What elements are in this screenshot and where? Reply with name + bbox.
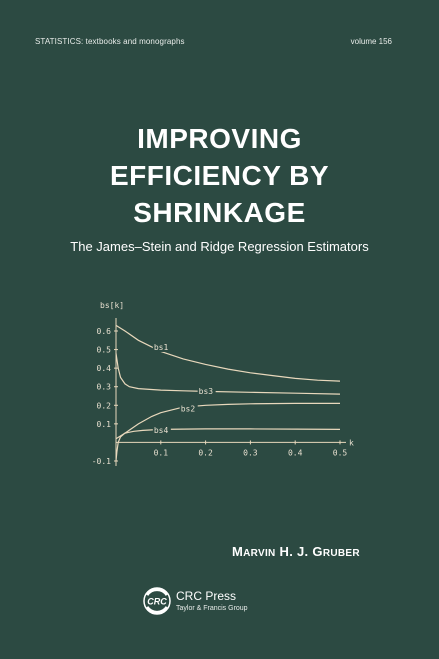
x-axis-label: k — [349, 438, 354, 447]
series-line: STATISTICS: textbooks and monographs — [35, 37, 185, 46]
chart-labels: bs[k] k 0.1 0.2 0.3 0.4 0.5 0.6 0.5 0.4 0.3 0.2 0.1 -… — [92, 301, 354, 466]
author-first-initial: M — [232, 544, 244, 559]
series-label-bs4: bs4 — [154, 426, 169, 435]
y-tick-label: 0.1 — [97, 420, 112, 429]
series-line-bs3 — [115, 353, 341, 395]
series-label-bg — [152, 342, 171, 352]
series-label-bg — [152, 425, 171, 435]
title-line-3: SHRINKAGE — [133, 197, 306, 228]
author-first-rest: ARVIN — [243, 548, 276, 559]
y-tick-label: 0.4 — [97, 364, 112, 373]
series-label-bs3: bs3 — [199, 387, 214, 396]
x-tick-label: 0.1 — [154, 448, 169, 457]
series-label-bs1: bs1 — [154, 343, 169, 352]
crc-logo-icon: CRC — [143, 587, 171, 615]
x-tick-label: 0.3 — [243, 448, 258, 457]
y-tick-label: -0.1 — [92, 457, 111, 466]
author-middle: H. J. — [279, 544, 309, 559]
publisher-group: Taylor & Francis Group — [176, 605, 248, 612]
title-line-1: IMPROVING — [137, 123, 302, 154]
y-axis-label: bs[k] — [100, 301, 124, 310]
series-label-bs2: bs2 — [181, 404, 196, 413]
series-line-bs1 — [115, 324, 341, 382]
x-tick-label: 0.2 — [198, 448, 213, 457]
publisher-name: CRC Press — [176, 589, 237, 603]
series-label-bg — [197, 387, 216, 397]
author-name: MARVIN H. J. GRUBER — [232, 544, 360, 559]
publisher-block: CRC CRC Press Taylor & Francis Group — [142, 586, 272, 620]
series-label-bg — [179, 404, 198, 414]
y-tick-label: 0.5 — [97, 346, 112, 355]
y-tick-label: 0.6 — [97, 327, 112, 336]
series-line-bs4 — [115, 428, 341, 462]
x-tick-label: 0.5 — [333, 448, 348, 457]
x-tick-label: 0.4 — [288, 448, 303, 457]
book-title: IMPROVING EFFICIENCY BY SHRINKAGE — [0, 120, 439, 231]
chart-curves — [115, 324, 341, 462]
series-line-bs2 — [115, 402, 340, 440]
author-last-initial: G — [312, 544, 323, 559]
title-line-2: EFFICIENCY BY — [109, 160, 330, 191]
crc-logo-text: CRC — [147, 597, 167, 607]
y-tick-label: 0.2 — [97, 401, 112, 410]
book-subtitle: The James–Stein and Ridge Regression Est… — [70, 239, 369, 254]
shrinkage-chart: bs[k] k 0.1 0.2 0.3 0.4 0.5 0.6 0.5 0.4 0.3 0.2 0.1 -… — [92, 301, 354, 466]
volume-number: volume 156 — [350, 37, 392, 46]
y-tick-label: 0.3 — [97, 383, 112, 392]
author-last-rest: RUBER — [322, 548, 360, 559]
